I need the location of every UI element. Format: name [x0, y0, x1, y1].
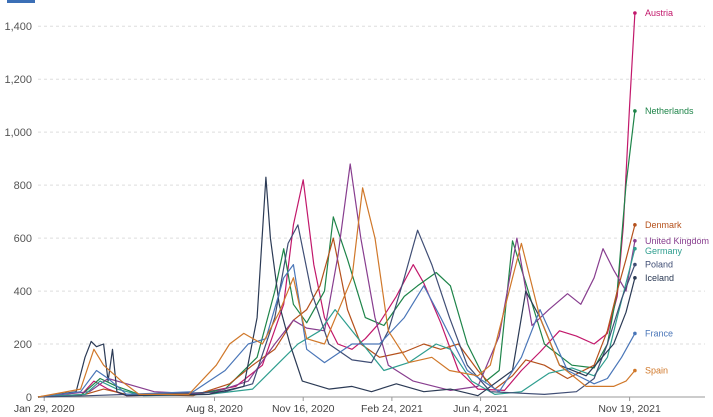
- x-axis-tick-labels: Jan 29, 2020 Aug 8, 2020 Nov 16, 2020 Feb 2…: [14, 397, 661, 415]
- y-tick-label: 600: [14, 233, 32, 245]
- series-label: Austria: [645, 8, 673, 18]
- series-line-united-kingdom: [37, 163, 636, 398]
- x-tick-label: Jan 29, 2020: [14, 403, 75, 415]
- series-line-iceland: [37, 176, 636, 398]
- y-tick-label: 200: [14, 339, 32, 351]
- series-end-point: [633, 246, 637, 251]
- series-lines: [37, 11, 637, 398]
- series-label: United Kingdom: [645, 236, 709, 246]
- top-accent-bar: [7, 0, 35, 3]
- x-tick-label: Jun 4, 2021: [453, 403, 508, 415]
- y-tick-label: 800: [14, 180, 32, 192]
- series-end-point: [633, 331, 637, 336]
- y-axis-tick-labels: 0 200 400 600 800 1,000 1,200 1,400: [4, 21, 32, 404]
- series-label: France: [645, 328, 673, 338]
- series-end-point: [633, 223, 637, 227]
- series-line-poland: [37, 224, 636, 398]
- x-tick-label: Nov 19, 2021: [598, 403, 661, 415]
- y-tick-label: 1,200: [4, 74, 32, 86]
- series-label: Germany: [645, 246, 683, 256]
- series-end-point: [633, 11, 637, 15]
- series-end-point: [633, 262, 637, 267]
- series-line-spain: [37, 187, 636, 398]
- series-end-point: [633, 238, 637, 243]
- y-tick-label: 1,000: [4, 127, 32, 139]
- series-label: Netherlands: [645, 106, 694, 116]
- series-line-france: [37, 264, 636, 398]
- series-line-denmark: [37, 224, 636, 398]
- series-label: Denmark: [645, 220, 682, 230]
- series-end-labels: Austria Netherlands Denmark United KingdomG…: [645, 8, 709, 376]
- x-tick-label: Feb 24, 2021: [361, 403, 423, 415]
- y-tick-label: 400: [14, 286, 32, 298]
- series-end-point: [633, 276, 637, 280]
- x-tick-label: Aug 8, 2020: [186, 403, 243, 415]
- y-tick-label: 1,400: [4, 21, 32, 33]
- series-label: Poland: [645, 260, 673, 270]
- y-tick-label: 0: [26, 392, 32, 404]
- series-line-austria: [37, 12, 636, 398]
- series-end-point: [633, 368, 637, 373]
- x-tick-label: Nov 16, 2020: [272, 403, 335, 415]
- series-label: Iceland: [645, 273, 674, 283]
- series-label: Spain: [645, 366, 668, 376]
- series-end-point: [633, 109, 637, 113]
